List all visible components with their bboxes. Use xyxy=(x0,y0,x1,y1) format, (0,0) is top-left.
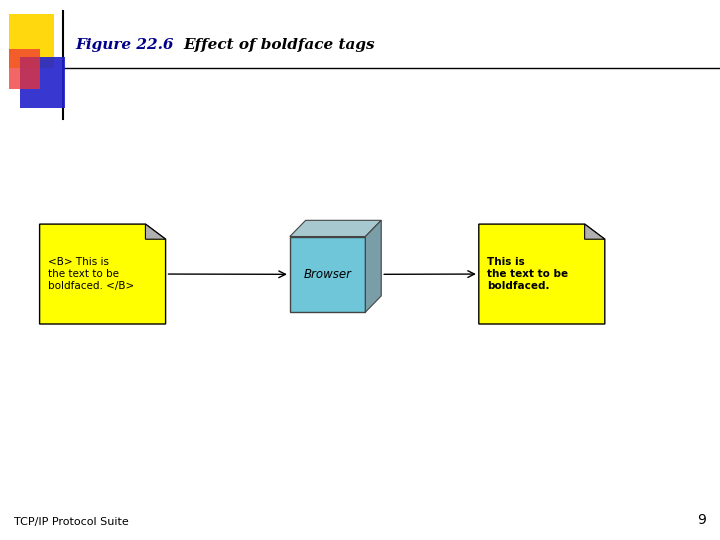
Text: 9: 9 xyxy=(697,512,706,526)
Polygon shape xyxy=(366,220,382,312)
Polygon shape xyxy=(40,224,166,324)
Polygon shape xyxy=(479,224,605,324)
Text: Browser: Browser xyxy=(304,268,351,281)
Polygon shape xyxy=(145,224,166,239)
Text: TCP/IP Protocol Suite: TCP/IP Protocol Suite xyxy=(14,516,129,526)
Text: <B> This is
the text to be
boldfaced. </B>: <B> This is the text to be boldfaced. </… xyxy=(48,258,135,291)
Text: This is
the text to be
boldfaced.: This is the text to be boldfaced. xyxy=(487,258,569,291)
Polygon shape xyxy=(585,224,605,239)
Text: Effect of boldface tags: Effect of boldface tags xyxy=(184,38,375,52)
Bar xyxy=(289,237,366,312)
Text: Figure 22.6: Figure 22.6 xyxy=(76,38,174,52)
Polygon shape xyxy=(289,220,382,237)
